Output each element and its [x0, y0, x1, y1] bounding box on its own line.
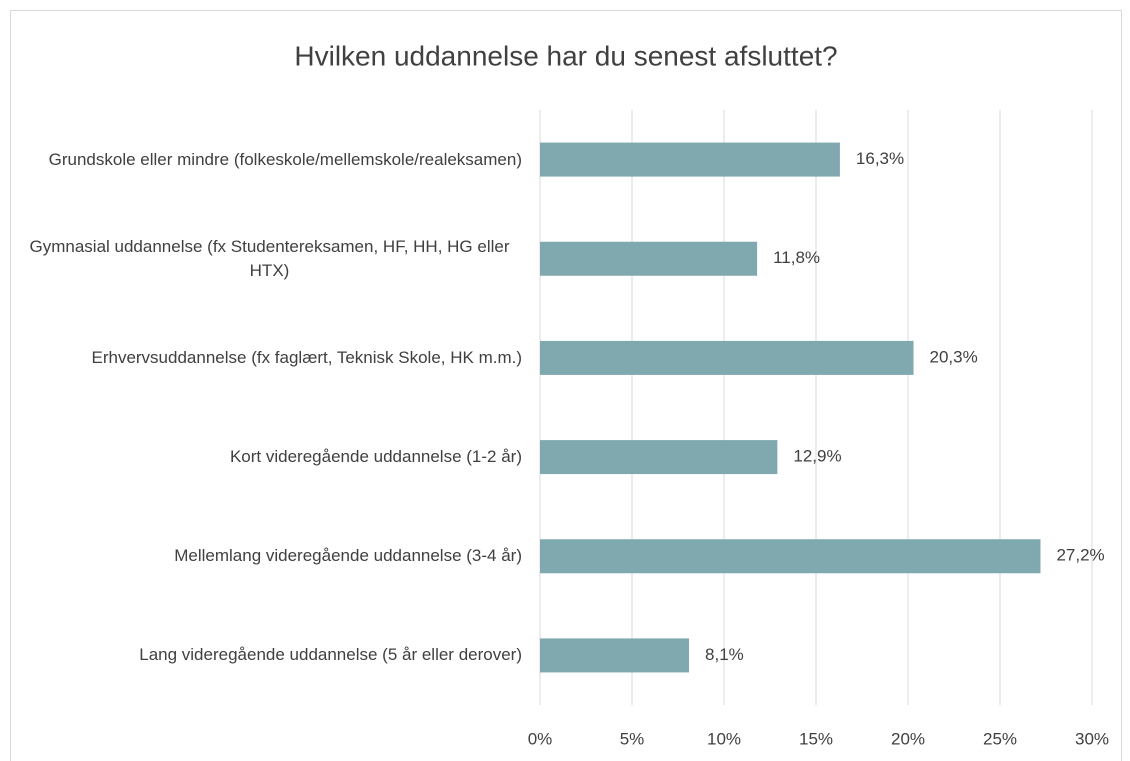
data-label: 11,8% — [773, 248, 820, 267]
y-tick-label-box: Kort videregående uddannelse (1-2 år) — [12, 408, 522, 507]
y-tick-label: Lang videregående uddannelse (5 år eller… — [139, 645, 522, 665]
y-tick-label: Mellemlang videregående uddannelse (3-4 … — [174, 546, 522, 566]
bar — [540, 340, 914, 375]
x-tick-label: 10% — [707, 729, 741, 748]
y-tick-label-box: Grundskole eller mindre (folkeskole/mell… — [12, 110, 522, 209]
y-tick-label-box: Lang videregående uddannelse (5 år eller… — [12, 606, 522, 705]
x-tick-label: 30% — [1075, 729, 1109, 748]
x-tick-label: 25% — [983, 729, 1017, 748]
y-tick-label-box: Erhvervsuddannelse (fx faglært, Teknisk … — [12, 308, 522, 407]
y-tick-label: Kort videregående uddannelse (1-2 år) — [229, 447, 522, 467]
y-tick-label: Erhvervsuddannelse (fx faglært, Teknisk … — [91, 347, 522, 367]
y-tick-label: Grundskole eller mindre (folkeskole/mell… — [48, 149, 522, 169]
x-tick-label: 5% — [620, 729, 645, 748]
chart-border — [10, 10, 1122, 761]
y-tick-label-box: Mellemlang videregående uddannelse (3-4 … — [12, 507, 522, 606]
data-label: 12,9% — [793, 447, 841, 466]
chart-title: Hvilken uddannelse har du senest afslutt… — [294, 40, 837, 71]
data-label: 8,1% — [705, 645, 744, 664]
x-tick-label: 0% — [528, 729, 553, 748]
bar — [540, 638, 690, 673]
data-label: 16,3% — [856, 149, 904, 168]
bar — [540, 539, 1041, 574]
bar — [540, 440, 778, 475]
x-tick-label: 15% — [799, 729, 833, 748]
y-tick-label: Gymnasial uddannelse (fx Studentereksame… — [29, 236, 510, 280]
x-tick-label: 20% — [891, 729, 925, 748]
data-label: 27,2% — [1056, 546, 1104, 565]
bar — [540, 241, 758, 276]
bar — [540, 142, 840, 177]
data-label: 20,3% — [930, 347, 978, 366]
y-tick-label-box: Gymnasial uddannelse (fx Studentereksame… — [12, 209, 522, 308]
